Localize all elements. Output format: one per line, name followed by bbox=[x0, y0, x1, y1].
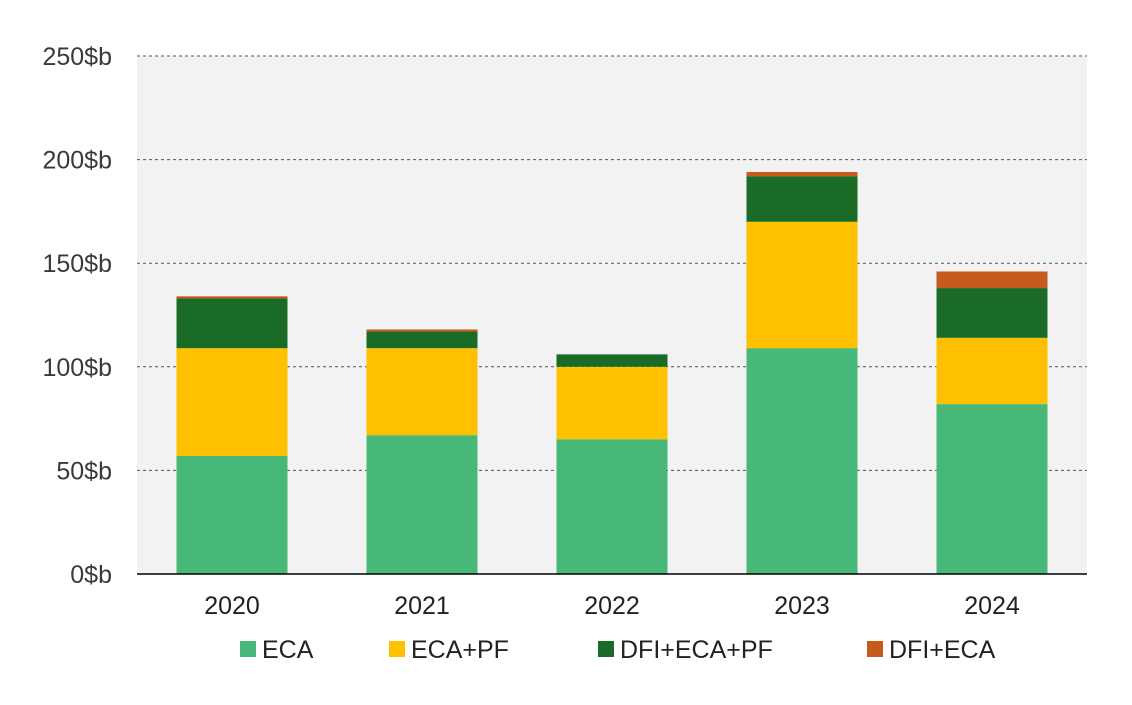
bar-eca-pf-2022 bbox=[556, 366, 668, 440]
bar-eca-2021 bbox=[366, 435, 478, 574]
legend-item-dfi-eca: DFI+ECA bbox=[867, 636, 996, 664]
x-tick-label: 2023 bbox=[774, 592, 830, 620]
bar-eca-pf-2021 bbox=[366, 348, 478, 436]
bar-eca-pf-2024 bbox=[936, 337, 1048, 405]
legend-label: ECA bbox=[262, 636, 314, 664]
bar-eca-2020 bbox=[176, 455, 288, 574]
y-tick-label: 250$b bbox=[42, 43, 112, 71]
bar-dfi-eca-pf-2023 bbox=[746, 176, 858, 222]
bar-eca-2023 bbox=[746, 348, 858, 574]
y-tick-label: 0$b bbox=[70, 561, 112, 589]
bar-eca-pf-2023 bbox=[746, 221, 858, 349]
bar-dfi-eca-pf-2022 bbox=[556, 354, 668, 367]
y-tick-label: 100$b bbox=[42, 354, 112, 382]
legend-swatch bbox=[598, 641, 614, 657]
x-axis-tick-labels: 2020 2021 2022 2023 2024 bbox=[204, 592, 1020, 620]
legend-item-eca-pf: ECA+PF bbox=[389, 636, 509, 664]
x-tick-label: 2024 bbox=[964, 592, 1020, 620]
bar-dfi-eca-pf-2024 bbox=[936, 288, 1048, 338]
bar-dfi-eca-pf-2020 bbox=[176, 298, 288, 349]
bar-dfi-eca-2024 bbox=[936, 271, 1048, 289]
bars bbox=[176, 172, 1048, 574]
legend-swatch bbox=[389, 641, 405, 657]
bar-eca-2022 bbox=[556, 439, 668, 574]
x-tick-label: 2022 bbox=[584, 592, 640, 620]
legend-label: DFI+ECA+PF bbox=[620, 636, 773, 664]
x-tick-label: 2020 bbox=[204, 592, 260, 620]
legend: ECA ECA+PF DFI+ECA+PF DFI+ECA bbox=[240, 636, 996, 664]
y-axis-tick-labels: 0$b 50$b 100$b 150$b 200$b 250$b bbox=[42, 43, 112, 589]
y-tick-label: 200$b bbox=[42, 147, 112, 175]
y-tick-label: 150$b bbox=[42, 250, 112, 278]
bar-eca-pf-2020 bbox=[176, 348, 288, 456]
legend-item-dfi-eca-pf: DFI+ECA+PF bbox=[598, 636, 773, 664]
y-tick-label: 50$b bbox=[56, 457, 112, 485]
bar-dfi-eca-2023 bbox=[746, 172, 858, 177]
bar-eca-2024 bbox=[936, 404, 1048, 574]
legend-swatch bbox=[867, 641, 883, 657]
legend-swatch bbox=[240, 641, 256, 657]
bar-dfi-eca-2021 bbox=[366, 329, 478, 332]
bar-dfi-eca-pf-2021 bbox=[366, 331, 478, 349]
legend-label: ECA+PF bbox=[411, 636, 509, 664]
bar-dfi-eca-2020 bbox=[176, 296, 288, 299]
legend-item-eca: ECA bbox=[240, 636, 314, 664]
legend-label: DFI+ECA bbox=[889, 636, 996, 664]
x-tick-label: 2021 bbox=[394, 592, 450, 620]
